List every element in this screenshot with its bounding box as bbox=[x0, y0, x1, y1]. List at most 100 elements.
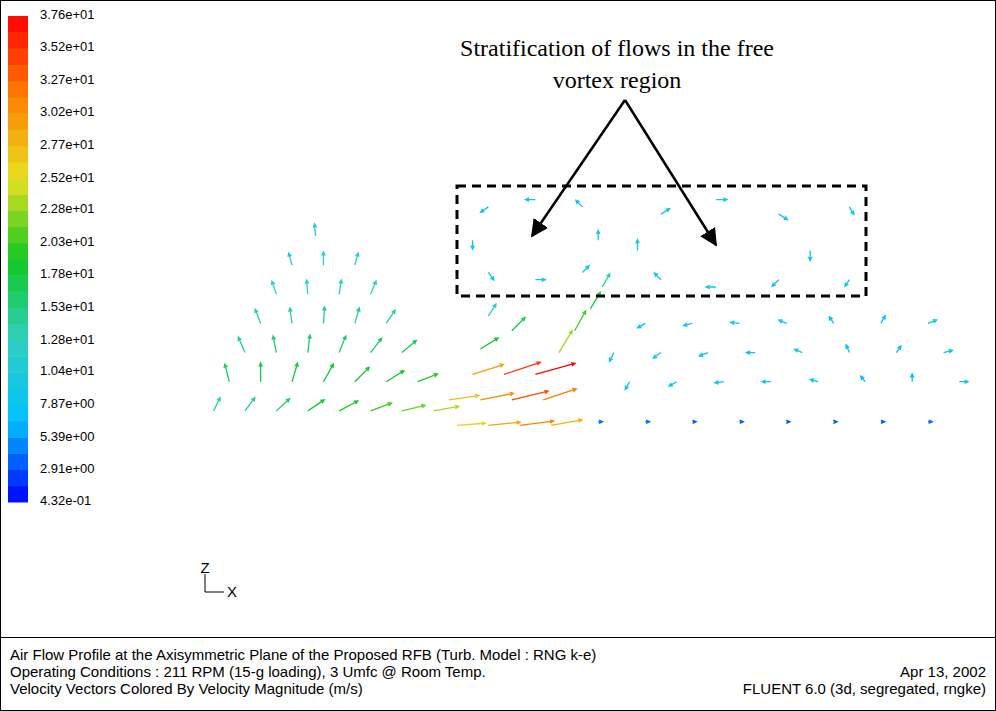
frame bbox=[1, 1, 996, 711]
velocity-vector bbox=[861, 376, 865, 382]
velocity-vector bbox=[481, 207, 489, 213]
colorbar-band bbox=[8, 291, 28, 308]
velocity-vector bbox=[339, 336, 346, 353]
velocity-vector bbox=[480, 392, 513, 400]
colorbar-band bbox=[8, 16, 28, 33]
velocity-vector bbox=[645, 420, 649, 423]
velocity-vector bbox=[610, 353, 614, 362]
velocity-vector bbox=[910, 374, 913, 382]
annotation-arrow bbox=[625, 100, 716, 245]
velocity-vector bbox=[535, 363, 575, 375]
colorbar-band bbox=[8, 32, 28, 49]
velocity-vector bbox=[402, 340, 416, 352]
velocity-vector bbox=[551, 419, 582, 426]
velocity-vector bbox=[543, 388, 576, 400]
footer: Air Flow Profile at the Axisymmetric Pla… bbox=[10, 646, 986, 697]
colorbar-tick-label: 1.04e+01 bbox=[40, 363, 95, 378]
velocity-vector bbox=[271, 281, 276, 294]
annotation: Stratification of flows in the freevorte… bbox=[457, 35, 866, 296]
colorbar-tick-label: 4.32e-01 bbox=[40, 493, 91, 508]
annotation-text: Stratification of flows in the free bbox=[460, 35, 774, 61]
velocity-vector bbox=[699, 353, 708, 357]
triad-z bbox=[205, 574, 206, 592]
colorbar-tick-label: 3.27e+01 bbox=[40, 72, 95, 87]
velocity-vector bbox=[386, 371, 404, 382]
velocity-vector bbox=[245, 398, 255, 411]
velocity-vector bbox=[308, 400, 325, 411]
colorbar-tick-label: 1.53e+01 bbox=[40, 299, 95, 314]
velocity-vector bbox=[322, 252, 325, 265]
colorbar-band bbox=[8, 97, 28, 114]
velocity-vector bbox=[684, 323, 693, 326]
footer-text: Air Flow Profile at the Axisymmetric Pla… bbox=[10, 646, 596, 663]
colorbar-band bbox=[8, 372, 28, 389]
colorbar-band bbox=[8, 146, 28, 163]
velocity-vector bbox=[897, 346, 901, 353]
vector-field bbox=[214, 198, 969, 426]
colorbar-band bbox=[8, 453, 28, 470]
velocity-vector bbox=[772, 280, 779, 287]
velocity-vector bbox=[706, 285, 716, 288]
footer-separator bbox=[1, 637, 996, 638]
colorbar-band bbox=[8, 389, 28, 406]
velocity-vector bbox=[575, 311, 586, 331]
velocity-vector bbox=[339, 280, 342, 294]
velocity-vector bbox=[583, 266, 590, 273]
velocity-vector bbox=[786, 420, 790, 423]
velocity-vector bbox=[214, 398, 221, 411]
velocity-vector bbox=[471, 240, 474, 249]
colorbar-band bbox=[8, 227, 28, 244]
colorbar-tick-label: 1.28e+01 bbox=[40, 332, 95, 347]
colorbar-band bbox=[8, 81, 28, 98]
colorbar-band bbox=[8, 308, 28, 325]
footer-right-text: FLUENT 6.0 (3d, segregated, rngke) bbox=[743, 680, 986, 697]
velocity-vector bbox=[433, 405, 458, 410]
velocity-vector bbox=[288, 253, 292, 265]
velocity-vector bbox=[418, 374, 438, 382]
velocity-vector bbox=[371, 403, 392, 411]
colorbar-tick-label: 3.52e+01 bbox=[40, 39, 95, 54]
colorbar-band bbox=[8, 113, 28, 130]
velocity-vector bbox=[846, 345, 849, 353]
colorbar-band bbox=[8, 65, 28, 82]
colorbar-band bbox=[8, 340, 28, 357]
velocity-vector bbox=[238, 337, 245, 352]
velocity-vector bbox=[576, 200, 583, 207]
velocity-vector bbox=[881, 420, 885, 423]
velocity-vector bbox=[833, 420, 837, 423]
annotation-arrow bbox=[532, 100, 625, 236]
velocity-vector bbox=[526, 198, 536, 201]
highlight-box bbox=[457, 186, 866, 296]
colorbar-tick-label: 3.76e+01 bbox=[40, 7, 95, 22]
velocity-vector bbox=[808, 251, 811, 261]
velocity-vector bbox=[512, 318, 525, 331]
velocity-vector bbox=[488, 421, 520, 426]
colorbar-band bbox=[8, 421, 28, 438]
velocity-vector bbox=[323, 307, 326, 324]
velocity-vector bbox=[602, 274, 610, 287]
colorbar-tick-label: 7.87e+00 bbox=[40, 396, 95, 411]
velocity-vector bbox=[402, 404, 425, 410]
velocity-vector bbox=[259, 363, 262, 382]
velocity-vector bbox=[355, 308, 360, 323]
velocity-vector bbox=[224, 364, 229, 382]
velocity-vector bbox=[810, 379, 818, 382]
velocity-vector bbox=[386, 310, 395, 323]
colorbar-band bbox=[8, 162, 28, 179]
colorbar-band bbox=[8, 356, 28, 373]
colorbar-band bbox=[8, 194, 28, 211]
colorbar-band bbox=[8, 48, 28, 65]
velocity-vector bbox=[661, 209, 670, 215]
colorbar-band bbox=[8, 405, 28, 422]
velocity-vector bbox=[520, 420, 554, 426]
velocity-vector bbox=[457, 422, 486, 426]
velocity-vector bbox=[928, 320, 937, 324]
velocity-vector bbox=[289, 308, 292, 323]
velocity-vector bbox=[762, 380, 771, 383]
velocity-vector bbox=[779, 214, 788, 220]
velocity-vector bbox=[596, 230, 599, 240]
velocity-vector bbox=[829, 317, 833, 324]
velocity-vector bbox=[308, 335, 311, 353]
footer-right-text: Apr 13, 2002 bbox=[900, 663, 986, 680]
colorbar-tick-label: 2.28e+01 bbox=[40, 201, 95, 216]
